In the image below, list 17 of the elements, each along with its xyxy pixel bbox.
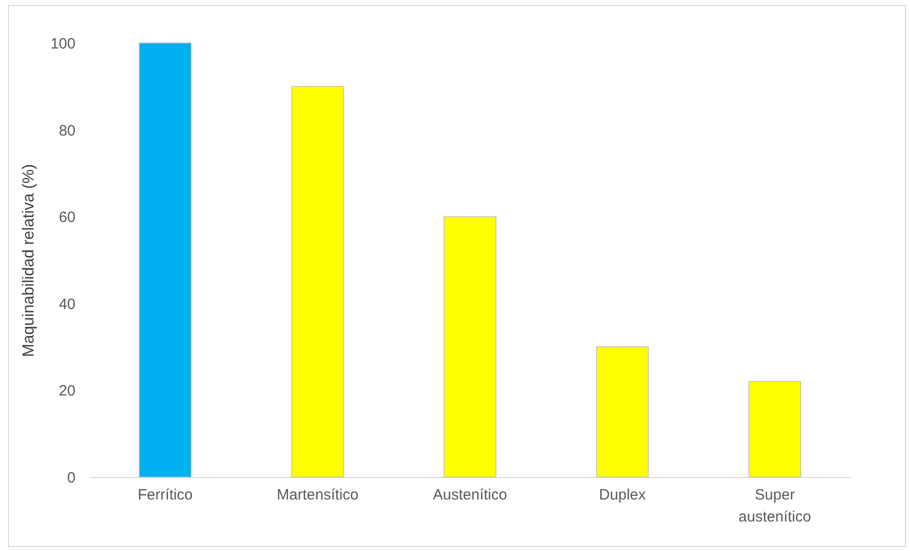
x-tick-label: Duplex — [599, 486, 646, 504]
x-tick-label: Austenítico — [432, 486, 508, 504]
y-tick-label: 100 — [50, 36, 76, 52]
y-tick-label: 40 — [58, 296, 76, 313]
x-tick-label: Super austenítico — [738, 486, 812, 526]
x-tick-label: Martensítico — [276, 486, 358, 504]
y-tick-label: 80 — [58, 122, 76, 140]
y-tick-label: 20 — [58, 382, 76, 400]
x-tick-label: Ferrítico — [138, 486, 193, 504]
bar — [748, 381, 802, 478]
bar — [596, 346, 649, 478]
bar — [138, 42, 192, 478]
y-axis-title: Maquinabilidad relativa (%) — [20, 164, 38, 357]
bar — [444, 216, 496, 478]
y-tick-label: 0 — [67, 470, 76, 486]
y-tick-label: 60 — [58, 209, 76, 226]
bar — [291, 86, 344, 478]
